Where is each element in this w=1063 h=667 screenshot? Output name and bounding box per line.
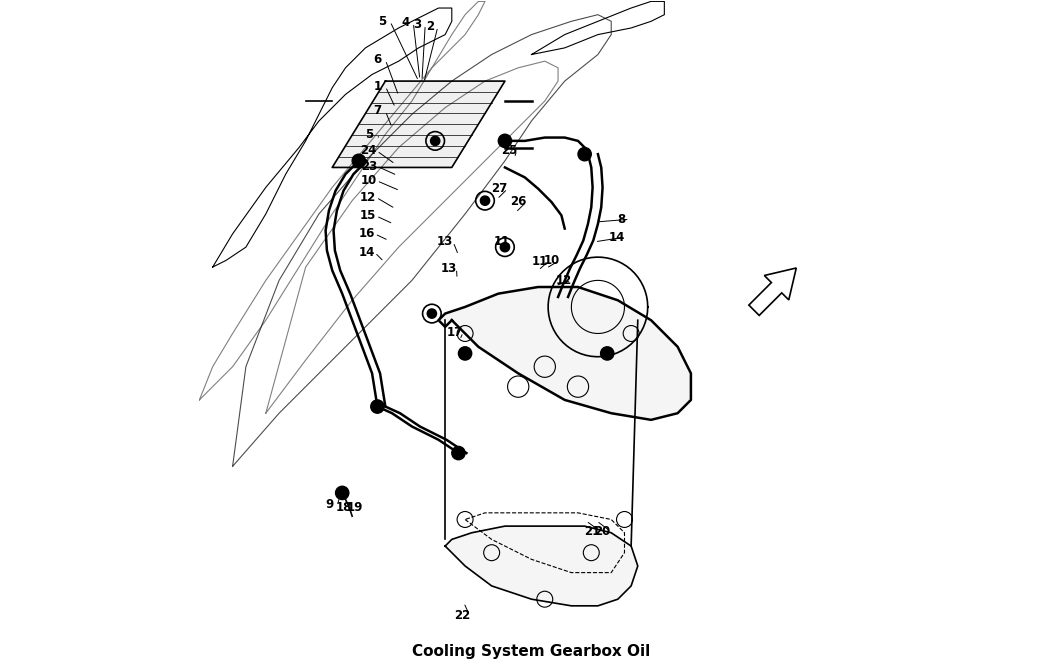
Polygon shape	[445, 526, 638, 606]
Text: 13: 13	[437, 235, 453, 248]
Text: 5: 5	[378, 15, 386, 28]
Text: 6: 6	[373, 53, 382, 66]
Text: 5: 5	[365, 128, 373, 141]
Circle shape	[458, 347, 472, 360]
Text: 10: 10	[543, 254, 559, 267]
Circle shape	[499, 134, 511, 147]
Text: Cooling System Gearbox Oil: Cooling System Gearbox Oil	[412, 644, 651, 659]
Text: 14: 14	[608, 231, 625, 243]
Circle shape	[480, 196, 490, 205]
Polygon shape	[748, 268, 796, 315]
Text: 18: 18	[336, 501, 352, 514]
Text: 14: 14	[358, 246, 375, 259]
Text: 27: 27	[491, 182, 508, 195]
Text: 1: 1	[373, 80, 382, 93]
Text: 15: 15	[360, 209, 376, 222]
Text: 4: 4	[401, 16, 409, 29]
Text: 3: 3	[414, 18, 421, 31]
Circle shape	[352, 154, 366, 167]
Text: 7: 7	[373, 105, 382, 117]
Text: 25: 25	[501, 143, 517, 157]
Text: 9: 9	[325, 498, 334, 512]
Text: 17: 17	[446, 325, 463, 339]
Polygon shape	[439, 287, 691, 420]
Text: 16: 16	[358, 227, 375, 240]
Circle shape	[601, 347, 613, 360]
Text: 12: 12	[555, 274, 572, 287]
Text: 10: 10	[360, 174, 377, 187]
Circle shape	[431, 136, 440, 145]
Circle shape	[452, 446, 466, 460]
Circle shape	[578, 147, 591, 161]
Circle shape	[336, 486, 349, 500]
Text: 11: 11	[494, 235, 510, 248]
Text: 22: 22	[454, 609, 470, 622]
Text: 23: 23	[360, 159, 377, 173]
Polygon shape	[333, 81, 505, 167]
Text: 12: 12	[360, 191, 376, 204]
Text: 8: 8	[618, 213, 626, 225]
Text: 26: 26	[510, 195, 526, 209]
Text: 2: 2	[426, 20, 434, 33]
Text: 21: 21	[585, 525, 601, 538]
Text: 13: 13	[440, 262, 457, 275]
Text: 19: 19	[347, 501, 362, 514]
Text: 24: 24	[360, 144, 377, 157]
Circle shape	[371, 400, 384, 414]
Circle shape	[501, 243, 509, 252]
Text: 20: 20	[594, 525, 611, 538]
Circle shape	[427, 309, 437, 318]
Text: 11: 11	[532, 255, 549, 268]
